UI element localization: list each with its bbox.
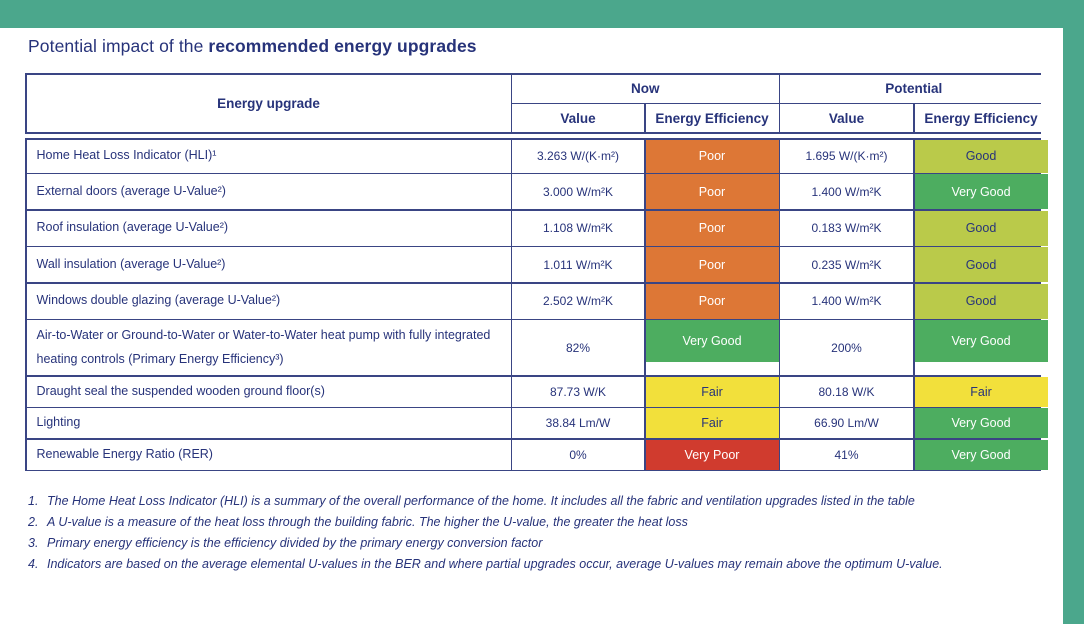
potential-value: 1.400 W/m²K: [780, 174, 913, 209]
page-title-bold: recommended energy upgrades: [208, 36, 477, 56]
footnote-item: 3. Primary energy efficiency is the effic…: [28, 533, 1038, 554]
potential-value: 41%: [780, 439, 913, 470]
potential-rating-cell: Good: [914, 247, 1048, 282]
row-label: Home Heat Loss Indicator (HLI)¹: [26, 139, 511, 173]
footnote-text: The Home Heat Loss Indicator (HLI) is a …: [47, 494, 915, 508]
potential-rating-badge: Very Good: [914, 174, 1048, 209]
now-rating-cell: Poor: [645, 210, 779, 246]
row-label: Wall insulation (average U-Value²): [26, 247, 511, 282]
potential-rating-cell: Fair: [914, 376, 1048, 407]
footnote-number: 2.: [28, 515, 39, 529]
potential-rating-badge: Very Good: [914, 439, 1048, 470]
col-header-energy-upgrade: Energy upgrade: [26, 74, 511, 132]
now-rating-cell: Very Good: [645, 320, 779, 375]
potential-rating-badge: Good: [914, 247, 1048, 282]
footnote-number: 1.: [28, 494, 39, 508]
footnote-text: Primary energy efficiency is the efficie…: [47, 536, 543, 550]
page-title-prefix: Potential impact of the: [28, 36, 209, 56]
potential-rating-cell: Very Good: [914, 174, 1048, 209]
potential-rating-cell: Good: [914, 139, 1048, 173]
potential-rating-badge: Good: [914, 210, 1048, 246]
now-value: 2.502 W/m²K: [512, 283, 644, 319]
now-rating-badge: Poor: [645, 174, 779, 209]
now-value: 3.263 W/(K·m²): [512, 139, 644, 173]
row-label: Roof insulation (average U-Value²): [26, 210, 511, 246]
footnote-number: 3.: [28, 536, 39, 550]
row-label: Draught seal the suspended wooden ground…: [26, 376, 511, 407]
potential-rating-badge: Very Good: [914, 320, 1048, 362]
footnote-item: 2. A U-value is a measure of the heat los…: [28, 512, 1038, 533]
potential-rating-badge: Fair: [914, 376, 1048, 407]
footnote-text: Indicators are based on the average elem…: [47, 557, 943, 571]
potential-rating-badge: Very Good: [914, 408, 1048, 438]
now-rating-badge: Poor: [645, 247, 779, 282]
col-header-now-efficiency: Energy Efficiency: [645, 104, 779, 132]
potential-value: 200%: [780, 320, 913, 375]
now-rating-badge: Poor: [645, 283, 779, 319]
now-rating-badge: Poor: [645, 210, 779, 246]
potential-rating-badge: Good: [914, 139, 1048, 173]
potential-rating-cell: Very Good: [914, 408, 1048, 438]
now-value: 3.000 W/m²K: [512, 174, 644, 209]
potential-value: 66.90 Lm/W: [780, 408, 913, 438]
col-header-now-value: Value: [512, 104, 644, 132]
potential-value: 1.695 W/(K·m²): [780, 139, 913, 173]
now-value: 1.108 W/m²K: [512, 210, 644, 246]
now-value: 1.011 W/m²K: [512, 247, 644, 282]
now-rating-badge: Very Good: [645, 320, 779, 362]
energy-table-header: Energy upgrade Now Potential Value Energ…: [25, 73, 1048, 134]
potential-value: 80.18 W/K: [780, 376, 913, 407]
now-rating-cell: Fair: [645, 408, 779, 438]
row-label: Renewable Energy Ratio (RER): [26, 439, 511, 470]
footnotes: 1. The Home Heat Loss Indicator (HLI) is …: [28, 491, 1038, 575]
now-rating-badge: Poor: [645, 139, 779, 173]
now-rating-cell: Poor: [645, 139, 779, 173]
row-label: Lighting: [26, 408, 511, 438]
energy-table-body: Home Heat Loss Indicator (HLI)¹ 3.263 W/…: [25, 138, 1048, 471]
now-rating-badge: Very Poor: [645, 439, 779, 470]
potential-rating-cell: Very Good: [914, 439, 1048, 470]
now-value: 0%: [512, 439, 644, 470]
now-value: 87.73 W/K: [512, 376, 644, 407]
col-header-potential-efficiency: Energy Efficiency: [914, 104, 1048, 132]
now-rating-cell: Poor: [645, 283, 779, 319]
now-rating-cell: Poor: [645, 174, 779, 209]
now-rating-badge: Fair: [645, 408, 779, 438]
potential-rating-cell: Good: [914, 283, 1048, 319]
footnote-item: 4. Indicators are based on the average el…: [28, 554, 1038, 575]
top-accent-bar: [0, 0, 1084, 28]
now-rating-badge: Fair: [645, 376, 779, 407]
row-label: Air-to-Water or Ground-to-Water or Water…: [26, 320, 511, 375]
now-value: 82%: [512, 320, 644, 375]
footnote-item: 1. The Home Heat Loss Indicator (HLI) is …: [28, 491, 1038, 512]
footnote-text: A U-value is a measure of the heat loss …: [47, 515, 688, 529]
footnote-number: 4.: [28, 557, 39, 571]
page-title: Potential impact of the recommended ener…: [28, 36, 477, 57]
row-label: External doors (average U-Value²): [26, 174, 511, 209]
row-label: Windows double glazing (average U-Value²…: [26, 283, 511, 319]
potential-value: 0.183 W/m²K: [780, 210, 913, 246]
now-rating-cell: Poor: [645, 247, 779, 282]
potential-value: 0.235 W/m²K: [780, 247, 913, 282]
potential-value: 1.400 W/m²K: [780, 283, 913, 319]
now-value: 38.84 Lm/W: [512, 408, 644, 438]
col-header-potential-value: Value: [780, 104, 913, 132]
now-rating-cell: Fair: [645, 376, 779, 407]
potential-rating-cell: Very Good: [914, 320, 1048, 375]
now-rating-cell: Very Poor: [645, 439, 779, 470]
col-group-now: Now: [512, 74, 779, 103]
right-accent-bar: [1063, 0, 1084, 624]
potential-rating-badge: Good: [914, 283, 1048, 319]
potential-rating-cell: Good: [914, 210, 1048, 246]
col-group-potential: Potential: [780, 74, 1048, 103]
